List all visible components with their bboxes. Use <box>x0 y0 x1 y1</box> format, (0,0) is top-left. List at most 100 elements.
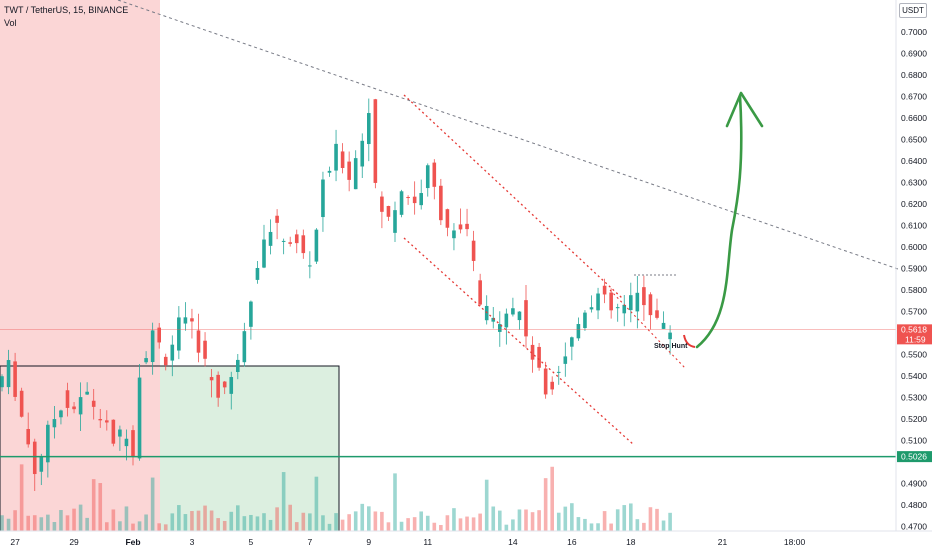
volume-bar <box>412 517 417 531</box>
projection-arrow[interactable] <box>695 94 743 349</box>
candle-body <box>144 358 148 363</box>
price-tick-label: 0.6500 <box>901 135 927 145</box>
candle-body <box>635 292 640 312</box>
candle-body <box>222 381 227 388</box>
volume-bar <box>85 517 89 531</box>
volume-bar <box>445 515 450 531</box>
volume-bar <box>360 503 365 531</box>
volume-bar <box>236 505 240 531</box>
volume-bar <box>321 515 325 531</box>
volume-bar <box>196 510 201 531</box>
volume-bar <box>353 511 358 531</box>
candle-body <box>668 332 672 340</box>
candle-body <box>550 381 554 390</box>
candle-body <box>367 113 371 145</box>
candle-body <box>163 356 168 366</box>
volume-bar <box>314 476 319 531</box>
volume-bar <box>327 523 332 531</box>
volume-bar <box>177 505 181 531</box>
candle-body <box>419 193 423 206</box>
price-axis[interactable]: 0.7000 0.6900 0.6800 0.6700 0.6600 0.6500 0.64… <box>901 27 927 531</box>
volume-bar <box>543 478 548 531</box>
volume-bar <box>347 514 351 531</box>
volume-bar <box>105 522 109 531</box>
volume-bar <box>13 510 17 531</box>
volume-bar <box>583 518 587 531</box>
projection-arrow-head <box>725 91 764 128</box>
price-tick-label: 0.6300 <box>901 178 927 188</box>
candle-body <box>137 377 142 459</box>
candle-body <box>170 344 175 361</box>
volume-bar <box>655 508 659 531</box>
price-tick-label: 0.6100 <box>901 221 927 231</box>
price-tick-label: 0.4700 <box>901 522 927 532</box>
volume-bar <box>373 511 378 531</box>
time-tick-label: 16 <box>567 537 577 547</box>
candle-body <box>622 304 627 314</box>
time-tick-label: 27 <box>10 537 20 547</box>
volume-bar <box>288 504 292 531</box>
candle-body <box>229 377 234 394</box>
volume-bar <box>530 512 535 531</box>
volume-bar <box>589 523 594 531</box>
channel-upper-line[interactable] <box>403 94 623 299</box>
time-tick-label: 9 <box>366 537 371 547</box>
currency-badge[interactable]: USDT <box>899 3 927 18</box>
volume-bar <box>78 504 83 531</box>
volume-bar <box>124 506 129 531</box>
volume-bar <box>511 519 515 531</box>
candle-body <box>445 209 450 228</box>
volume-bar <box>137 521 142 531</box>
candle-body <box>340 151 345 169</box>
candle-body <box>118 429 122 437</box>
volume-bar <box>255 516 260 531</box>
volume-bar <box>642 522 646 531</box>
volume-bar <box>406 518 410 531</box>
candle-body <box>439 185 443 221</box>
volume-bar <box>209 510 214 531</box>
volume-bar <box>91 479 96 531</box>
candle-body <box>249 301 253 327</box>
volume-bar <box>0 515 4 531</box>
volume-bar <box>439 524 443 531</box>
candle-body <box>0 376 4 388</box>
support-price-tag: 0.5026 <box>897 451 932 463</box>
candlestick-series <box>0 98 672 491</box>
candle-body <box>615 307 620 309</box>
volume-bar <box>98 483 103 531</box>
candle-body <box>294 234 299 244</box>
last-price-tag: 0.5618 11:59 <box>897 324 932 345</box>
candle-body <box>6 360 11 388</box>
descending-trendline[interactable] <box>117 0 899 270</box>
volume-indicator-label[interactable]: Vol <box>4 18 17 28</box>
stop-hunt-label: Stop Hunt <box>654 343 688 350</box>
volume-bar <box>504 524 509 531</box>
symbol-title[interactable]: TWT / TetherUS, 15, BINANCE <box>4 5 129 15</box>
price-tick-label: 0.6000 <box>901 242 927 252</box>
candle-body <box>353 158 358 190</box>
candle-body <box>543 368 548 395</box>
volume-bar <box>131 523 135 531</box>
channel-extension-line[interactable] <box>609 289 687 370</box>
candle-body <box>308 265 312 267</box>
candle-body <box>524 300 528 337</box>
candle-body <box>203 340 207 359</box>
volume-bar <box>242 516 247 531</box>
volume-bar <box>6 518 11 531</box>
volume-bar <box>615 509 620 531</box>
candle-body <box>85 391 89 395</box>
candle-body <box>629 295 633 311</box>
time-axis[interactable]: 27 29 Feb 3 5 7 9 11 14 16 18 21 18:00 <box>10 537 805 547</box>
volume-bar <box>275 507 279 531</box>
channel-lower-line[interactable] <box>403 237 635 446</box>
volume-bar <box>19 464 24 531</box>
candle-body <box>412 196 417 204</box>
candle-body <box>498 324 502 332</box>
candle-body <box>563 356 568 364</box>
volume-bar <box>222 520 227 531</box>
candle-body <box>255 267 260 280</box>
volume-bar <box>635 519 640 531</box>
candle-body <box>65 390 70 408</box>
candle-body <box>177 317 181 351</box>
